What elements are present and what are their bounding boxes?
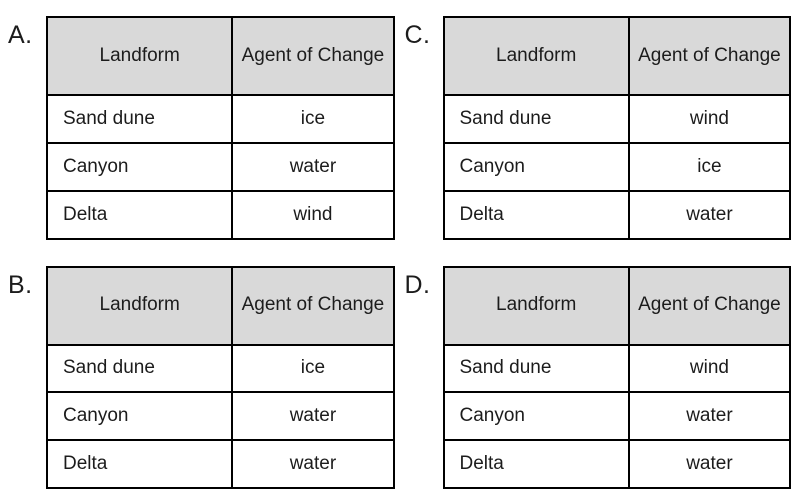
landform-column-header: Landform	[45, 265, 234, 346]
landform-column-header: Landform	[45, 16, 234, 96]
landform-cell: Delta	[45, 439, 234, 489]
agent-cell: ice	[627, 141, 792, 192]
agent-column-header: Agent of Change	[627, 265, 792, 346]
landform-cell: Delta	[45, 189, 234, 240]
landform-cell: Sand dune	[442, 94, 630, 144]
table-row: Delta water	[442, 439, 792, 489]
table-row: Sand dune wind	[442, 94, 792, 144]
answer-option-d: D. Landform Agent of Change Sand dune wi…	[404, 265, 792, 490]
option-label-a: A.	[8, 21, 33, 49]
agent-cell: water	[231, 141, 395, 192]
table-row: Sand dune ice	[45, 94, 395, 144]
table-row: Canyon water	[45, 141, 395, 192]
option-label-d: D.	[404, 270, 431, 299]
answer-option-b: B. Landform Agent of Change Sand dune ic…	[8, 265, 395, 490]
option-label-b: B.	[8, 270, 33, 299]
agent-cell: water	[231, 439, 395, 489]
agent-column-header: Agent of Change	[627, 16, 792, 96]
landform-cell: Canyon	[442, 391, 630, 442]
table-row: Sand dune ice	[45, 343, 395, 394]
agent-column-header: Agent of Change	[231, 265, 395, 346]
agent-cell: water	[627, 391, 792, 442]
table-header-row: Landform Agent of Change	[45, 16, 395, 96]
landform-cell: Sand dune	[442, 343, 630, 394]
table-header-row: Landform Agent of Change	[45, 265, 395, 346]
option-label-c: C.	[404, 21, 431, 49]
table-header-row: Landform Agent of Change	[442, 16, 792, 96]
landform-column-header: Landform	[442, 265, 630, 346]
answer-option-a: A. Landform Agent of Change Sand dune ic…	[8, 16, 395, 240]
agent-cell: wind	[627, 343, 792, 394]
landform-cell: Delta	[442, 439, 630, 489]
agent-cell: ice	[231, 94, 395, 144]
landform-cell: Delta	[442, 189, 630, 240]
landform-cell: Canyon	[442, 141, 630, 192]
table-row: Delta wind	[45, 189, 395, 240]
agent-cell: water	[627, 189, 792, 240]
agent-cell: wind	[627, 94, 792, 144]
answer-table-a: Landform Agent of Change Sand dune ice C…	[45, 16, 395, 240]
answer-table-b: Landform Agent of Change Sand dune ice C…	[45, 265, 395, 490]
agent-cell: wind	[231, 189, 395, 240]
agent-column-header: Agent of Change	[231, 16, 395, 96]
answer-table-d: Landform Agent of Change Sand dune wind …	[442, 265, 792, 490]
agent-cell: water	[231, 391, 395, 442]
landform-cell: Sand dune	[45, 343, 234, 394]
table-row: Canyon water	[442, 391, 792, 442]
answer-table-c: Landform Agent of Change Sand dune wind …	[442, 16, 792, 240]
table-header-row: Landform Agent of Change	[442, 265, 792, 346]
table-row: Delta water	[442, 189, 792, 240]
table-row: Canyon water	[45, 391, 395, 442]
agent-cell: ice	[231, 343, 395, 394]
landform-column-header: Landform	[442, 16, 630, 96]
answer-option-c: C. Landform Agent of Change Sand dune wi…	[405, 16, 792, 240]
table-row: Delta water	[45, 439, 395, 489]
agent-cell: water	[627, 439, 792, 489]
table-row: Canyon ice	[442, 141, 792, 192]
table-row: Sand dune wind	[442, 343, 792, 394]
landform-cell: Sand dune	[45, 94, 234, 144]
landform-cell: Canyon	[45, 391, 234, 442]
landform-cell: Canyon	[45, 141, 234, 192]
